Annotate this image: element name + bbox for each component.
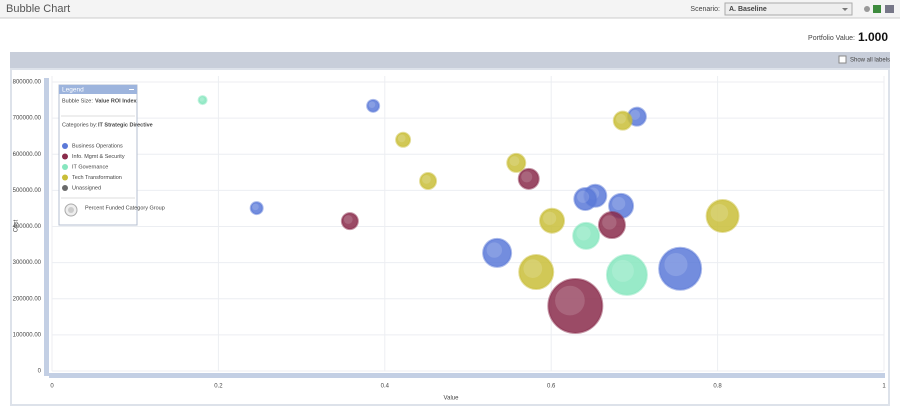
bubble	[658, 246, 703, 291]
legend-category-label: Categories by:	[62, 122, 98, 128]
bubble	[573, 187, 598, 212]
bubble	[518, 254, 555, 291]
portfolio-label: Portfolio Value:	[808, 35, 855, 42]
bubble-highlight	[630, 109, 641, 120]
y-tick-label: 600000.00	[13, 152, 42, 158]
bubble-highlight	[509, 156, 520, 167]
x-tick-label: 0.8	[713, 384, 722, 390]
bubble	[249, 201, 264, 216]
export-icon[interactable]	[885, 5, 894, 13]
legend-entry: Tech Transformation	[72, 175, 122, 181]
bubble-highlight	[710, 204, 729, 222]
portfolio-value: 1.000	[858, 30, 888, 44]
y-tick-label: 500000.00	[13, 188, 42, 194]
legend-entry: Unassigned	[72, 185, 101, 191]
show-labels-checkbox[interactable]	[838, 55, 847, 64]
bubble-highlight	[576, 226, 591, 241]
bubble-highlight	[199, 97, 204, 102]
legend-swatch	[62, 174, 68, 181]
scenario-value: A. Baseline	[729, 6, 767, 13]
y-tick-label: 700000.00	[13, 116, 42, 122]
legend-title: Legend	[62, 87, 84, 94]
legend-funded-note: Percent Funded Category Group	[85, 205, 165, 211]
info-icon[interactable]	[864, 6, 870, 12]
header-bar	[0, 0, 900, 18]
bubble	[597, 211, 626, 240]
show-labels-text: Show all labels	[850, 58, 890, 64]
legend-size-label: Bubble Size:	[62, 98, 93, 104]
bubble-highlight	[523, 259, 543, 278]
y-tick-label: 200000.00	[13, 296, 42, 302]
x-scrollbar[interactable]	[49, 373, 885, 378]
bubble	[539, 207, 566, 234]
legend-category-value: IT Strategic Directive	[98, 122, 153, 128]
bubble-highlight	[521, 171, 533, 183]
legend: Legend Bubble Size: Value ROI Index Cate…	[58, 84, 165, 226]
legend-header	[59, 85, 137, 94]
bubble	[605, 253, 648, 296]
bubble-highlight	[368, 101, 376, 108]
legend-size-value: Value ROI Index	[95, 98, 138, 104]
bubble-highlight	[422, 174, 431, 184]
page-title: Bubble Chart	[6, 3, 70, 15]
plot-background	[12, 70, 888, 404]
scenario-label: Scenario:	[690, 6, 720, 13]
bubble	[517, 167, 540, 190]
bubble	[612, 110, 633, 131]
legend-swatch	[62, 164, 68, 170]
bubble	[506, 152, 527, 173]
bubble-highlight	[577, 190, 590, 203]
y-tick-label: 400000.00	[13, 224, 42, 230]
y-tick-label: 0	[38, 369, 42, 375]
funded-icon-inner	[68, 207, 74, 213]
bubble-highlight	[664, 253, 688, 277]
bubble-highlight	[612, 196, 626, 211]
bubble-highlight	[611, 259, 634, 282]
bubble	[482, 237, 513, 268]
x-axis-label: Value	[444, 396, 460, 402]
bubble-highlight	[397, 134, 406, 143]
legend-entry: Info. Mgmt & Security	[72, 154, 125, 160]
legend-swatch	[62, 143, 68, 149]
bubble	[197, 95, 208, 106]
bubble	[705, 199, 740, 234]
bubble	[395, 131, 412, 148]
x-tick-label: 0.4	[381, 384, 390, 390]
bubble-highlight	[486, 242, 503, 258]
x-tick-label: 0	[50, 384, 54, 390]
plot: 0 100000.00 200000.00 300000.00 400000.00 500…	[13, 76, 886, 390]
bubble-highlight	[252, 203, 259, 211]
bubble	[547, 277, 604, 334]
legend-swatch	[62, 153, 68, 160]
bubble	[340, 212, 359, 231]
x-tick-label: 0.6	[547, 384, 556, 390]
bubble	[419, 171, 438, 190]
bubble	[366, 98, 381, 113]
bubble	[572, 221, 601, 250]
y-tick-label: 100000.00	[13, 332, 42, 338]
bubble-highlight	[555, 285, 585, 316]
toolbar	[10, 52, 890, 68]
bubble-highlight	[602, 215, 617, 230]
scenario-select[interactable]	[724, 2, 853, 16]
legend-box	[58, 84, 138, 226]
x-tick-label: 0.2	[214, 384, 223, 390]
bubble-highlight	[543, 211, 557, 225]
y-axis-label: Cost	[14, 220, 20, 233]
y-tick-label: 300000.00	[13, 260, 42, 266]
y-tick-label: 800000.00	[13, 80, 42, 86]
bubble-highlight	[343, 215, 353, 224]
dropdown-arrow	[842, 8, 848, 11]
legend-entry: IT Governance	[72, 164, 108, 170]
excel-icon[interactable]	[873, 5, 881, 13]
legend-collapse[interactable]	[129, 89, 134, 90]
legend-swatch	[62, 185, 68, 191]
y-scrollbar[interactable]	[44, 78, 49, 376]
bubble-highlight	[616, 113, 626, 124]
x-tick-label: 1	[882, 384, 886, 390]
legend-entry: Business Operations	[72, 143, 123, 149]
